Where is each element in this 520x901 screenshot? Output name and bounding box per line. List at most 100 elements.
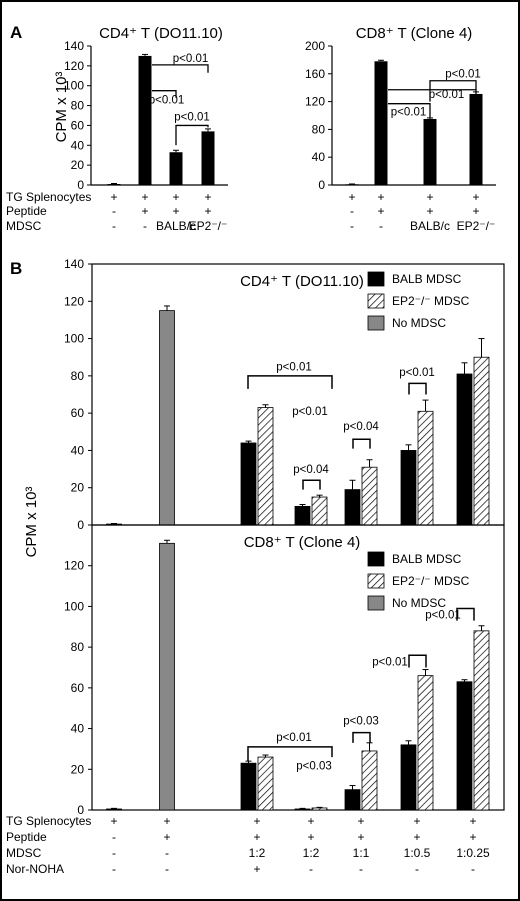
row-label: Peptide (6, 204, 47, 218)
p-value-label: p<0.04 (343, 421, 379, 433)
table-cell: - (359, 862, 363, 876)
y-tick-label: 40 (71, 138, 85, 152)
table-cell: - (143, 219, 147, 233)
bar (400, 744, 417, 811)
y-tick-label: 120 (305, 95, 325, 109)
table-cell: + (172, 190, 179, 204)
table-cell: - (112, 830, 116, 844)
y-tick-label: 100 (64, 79, 84, 93)
row-label: Nor-NOHA (6, 862, 64, 876)
table-cell: + (141, 204, 148, 218)
sig-bracket (408, 382, 427, 395)
sig-bracket (152, 64, 209, 73)
table-cell: + (204, 190, 211, 204)
chart-title: CD8⁺ T (Clone 4) (244, 534, 361, 551)
chart-title: CD4⁺ T (DO11.10) (99, 25, 223, 42)
p-value-label: p<0.01 (276, 361, 312, 373)
y-tick-label: 80 (312, 122, 326, 136)
y-tick-label: 100 (64, 599, 84, 613)
y-tick-label: 40 (71, 722, 85, 736)
bar (311, 496, 328, 526)
table-cell: - (112, 219, 116, 233)
legend-swatch (367, 595, 385, 611)
table-cell: + (141, 190, 148, 204)
row-label: MDSC (6, 219, 42, 233)
table-cell: + (204, 204, 211, 218)
y-tick-label: 40 (312, 150, 326, 164)
legend-swatch (367, 315, 385, 331)
p-value-label: p<0.01 (399, 367, 435, 379)
sig-bracket (388, 89, 477, 94)
p-value-label: p<0.04 (293, 464, 329, 476)
table-cell: 1:0.5 (404, 846, 431, 860)
sig-bracket (152, 90, 177, 98)
table-cell: 1:2 (249, 846, 266, 860)
sig-bracket (388, 103, 431, 118)
p-value-label: p<0.01 (174, 111, 210, 123)
table-cell: + (110, 190, 117, 204)
y-tick-label: 0 (77, 518, 84, 532)
table-cell: - (165, 846, 169, 860)
table-cell: + (307, 830, 314, 844)
p-value-label: p<0.03 (343, 716, 379, 728)
panel-label-b: B (10, 259, 22, 278)
p-value-label: p<0.01 (173, 53, 209, 65)
legend-label: BALB MDSC (392, 552, 462, 566)
y-tick-label: 160 (305, 67, 325, 81)
sig-bracket (408, 654, 427, 668)
sig-bracket (247, 746, 333, 762)
bar (257, 756, 274, 811)
table-cell: + (307, 814, 314, 828)
table-cell: + (426, 190, 433, 204)
row-label: TG Splenocytes (6, 190, 91, 204)
row-label: MDSC (6, 846, 42, 860)
bar (345, 184, 359, 186)
bar (423, 118, 437, 185)
chart-title: CD4⁺ T (DO11.10) (240, 273, 364, 290)
bar (169, 152, 183, 185)
p-value-label: p<0.01 (149, 95, 185, 107)
legend-label: No MDSC (392, 316, 446, 330)
table-cell: + (172, 204, 179, 218)
bar (374, 61, 388, 185)
panel-label-a: A (10, 23, 22, 42)
bar (400, 450, 417, 526)
bar (361, 750, 378, 811)
table-cell: + (413, 830, 420, 844)
bar (159, 542, 175, 811)
table-cell: + (469, 814, 476, 828)
table-cell: + (253, 830, 260, 844)
bar (361, 466, 378, 526)
p-value-label: p<0.01 (425, 610, 461, 622)
legend-swatch (367, 573, 385, 589)
bar (469, 93, 483, 185)
y-axis-label-a: CPM x 10³ (53, 72, 70, 143)
bar (473, 630, 490, 811)
bar (344, 489, 361, 526)
p-value-label: p<0.01 (372, 656, 408, 668)
y-tick-label: 140 (64, 257, 84, 271)
bar (159, 310, 175, 526)
table-cell: + (377, 190, 384, 204)
table-cell: - (471, 862, 475, 876)
y-tick-label: 20 (71, 158, 85, 172)
bar (311, 807, 328, 811)
bar (456, 681, 473, 811)
chart-title: CD8⁺ T (Clone 4) (356, 25, 473, 42)
sig-bracket (302, 479, 321, 490)
y-axis-label-b: CPM x 10³ (23, 487, 40, 558)
table-cell: + (357, 830, 364, 844)
table-cell: + (357, 814, 364, 828)
bar (417, 675, 434, 811)
p-value-label: p<0.01 (445, 68, 481, 80)
bar (473, 356, 490, 526)
y-tick-label: 0 (318, 178, 325, 192)
sig-bracket (175, 124, 209, 146)
sig-bracket (247, 375, 333, 389)
table-cell: BALB/c (410, 219, 450, 233)
table-cell: + (472, 204, 479, 218)
legend-swatch (367, 551, 385, 567)
y-tick-label: 80 (71, 369, 85, 383)
bar (344, 789, 361, 811)
